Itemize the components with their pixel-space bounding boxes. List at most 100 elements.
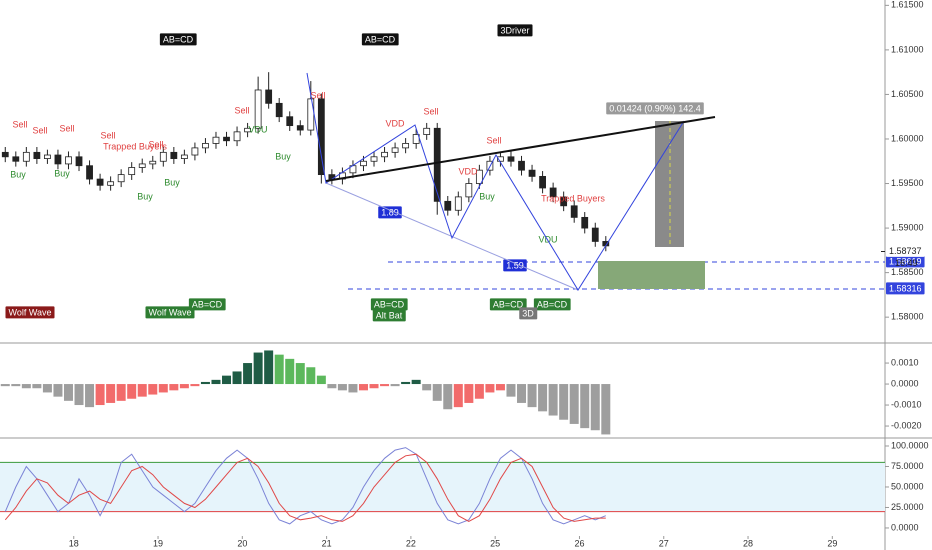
histogram-bar (232, 371, 242, 385)
candle-body (360, 160, 367, 167)
candle-body (423, 127, 431, 135)
candle-body (191, 147, 199, 156)
y-tick-label: -0.0010 (891, 399, 922, 409)
level-label-bg (886, 255, 925, 268)
annotation: VDU (538, 234, 557, 244)
trend-line (325, 116, 716, 182)
y-tick-label: 1.61500 (891, 0, 924, 10)
candle-body (1, 151, 9, 158)
candle-body (465, 183, 473, 198)
pattern-zigzag (306, 72, 685, 291)
histogram-bar (211, 379, 221, 385)
candle-body (44, 154, 51, 159)
annotation: Sell (234, 105, 249, 115)
annotation: 3D (519, 307, 538, 320)
candle-body (149, 160, 157, 165)
y-tick-label: 1.58500 (891, 267, 924, 277)
y-tick-label: 0.0010 (891, 357, 919, 367)
histogram-bar (11, 384, 21, 387)
candle-body (307, 98, 315, 131)
candle-body (65, 156, 72, 165)
candle-body (33, 151, 41, 159)
histogram-bar (32, 384, 42, 389)
candle-body (539, 175, 546, 189)
candle-body (202, 143, 209, 149)
histogram-bar (411, 379, 421, 385)
histogram-bar (53, 384, 63, 397)
histogram-bar (85, 384, 95, 408)
candle-body (254, 89, 262, 129)
annotation: 3Driver (497, 24, 533, 37)
histogram-bar (527, 384, 537, 408)
annotation-bg (497, 24, 533, 37)
annotation-text: 3D (522, 308, 534, 318)
annotation: AB=CD (533, 298, 571, 311)
y-tick-label: 1.60000 (891, 133, 924, 143)
level-label: 1.58316 (886, 282, 925, 295)
histogram-bar (243, 363, 253, 385)
annotation: 1.59 (503, 259, 527, 272)
annotation-bg (372, 309, 406, 322)
x-tick-label: 21 (322, 538, 332, 548)
y-tick-label: 25.0000 (891, 502, 924, 512)
histogram-bar (158, 384, 168, 393)
histogram-bar (200, 381, 210, 385)
target-box (598, 261, 705, 289)
annotation: Sell (100, 130, 115, 140)
y-tick-label: 1.59500 (891, 178, 924, 188)
y-tick-label: 75.0000 (891, 461, 924, 471)
annotation: AB=CD (159, 33, 197, 46)
histogram-bar (222, 375, 232, 385)
candle-body (497, 156, 504, 162)
annotation-text: AB=CD (192, 299, 223, 309)
histogram-bar (590, 384, 600, 431)
histogram-bar (295, 363, 305, 385)
candle-body (518, 160, 525, 171)
candle-body (444, 200, 452, 211)
level-label-text: 1.58619 (889, 256, 922, 266)
y-tick-label: 0.0000 (891, 378, 919, 388)
candle-body (128, 167, 136, 176)
annotation: Wolf Wave (5, 306, 55, 319)
candle-body (159, 151, 167, 162)
histogram-bar (264, 350, 274, 385)
y-tick-label: -0.0020 (891, 420, 922, 430)
level-label-bg (886, 282, 925, 295)
annotation: Sell (32, 125, 47, 135)
candle-body (265, 89, 273, 104)
histogram-bar (453, 384, 463, 408)
annotation: AB=CD (489, 298, 527, 311)
histogram-bar (116, 384, 126, 401)
x-tick-label: 26 (574, 538, 584, 548)
level-label: 1.58619 (886, 255, 925, 268)
last-price-label-bg (886, 244, 925, 257)
candle-body (244, 127, 251, 133)
candle-body (402, 143, 410, 149)
annotation: Buy (164, 177, 180, 187)
histogram-bar (169, 384, 179, 391)
annotation-text: Wolf Wave (148, 307, 191, 317)
candle-body (560, 196, 568, 207)
histogram-bar (148, 384, 158, 395)
histogram-bar (337, 384, 347, 391)
annotation-bg (361, 33, 399, 46)
x-tick-label: 18 (69, 538, 79, 548)
annotation-bg (606, 102, 704, 115)
histogram-bar (274, 354, 284, 385)
histogram-bar (495, 384, 505, 391)
x-tick-label: 28 (743, 538, 753, 548)
candle-body (12, 156, 20, 162)
annotation-text: 1.59 (506, 260, 524, 270)
histogram-bar (517, 384, 527, 403)
x-tick-label: 19 (153, 538, 163, 548)
histogram-bar (485, 384, 495, 393)
histogram-bar (316, 375, 326, 385)
candle-body (433, 127, 441, 202)
histogram-bar (464, 384, 474, 403)
histogram-bar (74, 384, 84, 406)
candle-body (75, 156, 83, 167)
annotation-bg (5, 306, 55, 319)
annotation: Alt Bat (372, 309, 406, 322)
